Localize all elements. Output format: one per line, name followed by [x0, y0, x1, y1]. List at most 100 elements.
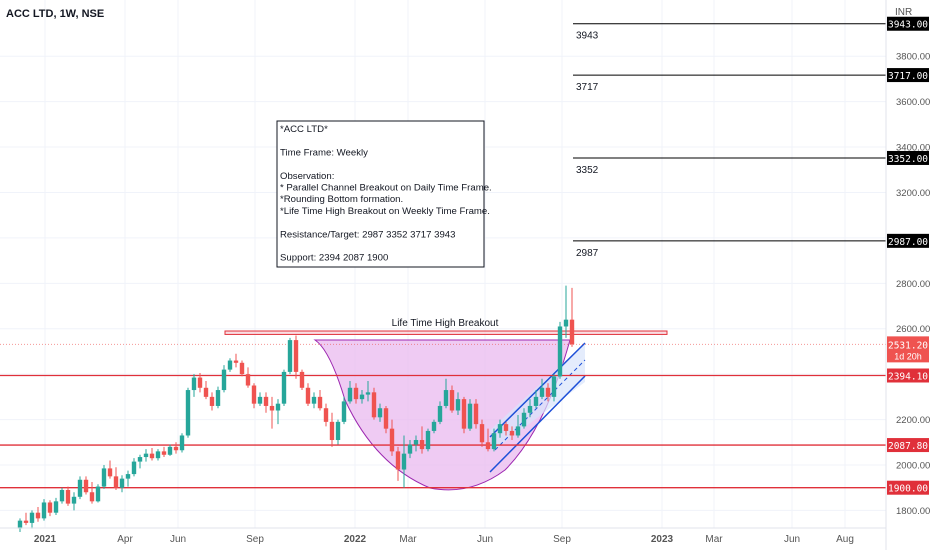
y-tick-label: 2600.00	[896, 324, 930, 335]
channel-lower-line	[489, 375, 586, 473]
x-tick-label: Apr	[117, 534, 133, 545]
candle	[101, 465, 107, 489]
candle	[485, 428, 491, 452]
candle	[233, 353, 239, 368]
y-tick-label: 3600.00	[896, 97, 930, 108]
candle-body	[77, 479, 83, 497]
candle	[569, 287, 575, 347]
candle	[323, 403, 329, 427]
candle-body	[47, 502, 53, 513]
candle-body	[557, 326, 563, 377]
candle-body	[155, 451, 161, 459]
candle-body	[419, 440, 425, 450]
candle-body	[167, 446, 173, 455]
candle-body	[53, 501, 59, 513]
candle	[191, 374, 197, 397]
candle	[197, 373, 203, 393]
candle	[227, 358, 233, 372]
candle-body	[425, 430, 431, 450]
candle	[419, 426, 425, 454]
candle-body	[395, 451, 401, 470]
candle-body	[485, 442, 491, 450]
candle-body	[299, 371, 305, 388]
candle-body	[407, 444, 413, 454]
candle-body	[287, 340, 293, 372]
candle	[83, 476, 89, 495]
candle-body	[35, 512, 41, 519]
candle-body	[71, 496, 77, 504]
target-axis-label: 3717.00	[888, 71, 928, 82]
candle	[509, 426, 515, 441]
candle-body	[311, 396, 317, 404]
candle-body	[353, 387, 359, 400]
candle-body	[449, 390, 455, 411]
candle	[461, 396, 467, 434]
candle-body	[563, 319, 569, 327]
candle-body	[257, 396, 263, 404]
candle	[425, 428, 431, 452]
candle-body	[245, 374, 251, 386]
candle-body	[539, 387, 545, 397]
candle	[341, 396, 347, 425]
candle-body	[59, 489, 65, 502]
candle	[167, 444, 173, 456]
candle	[155, 449, 161, 461]
levels-layer: 2394.10 2087.80 1900.00 2987 2987.00 3352 3352…	[0, 16, 929, 495]
x-tick-label: Mar	[399, 534, 417, 545]
candle	[203, 380, 209, 400]
rounding-bottom-shape	[313, 339, 571, 491]
candle	[311, 392, 317, 409]
candle	[281, 369, 287, 406]
candle-body	[263, 396, 269, 406]
candle-body	[437, 405, 443, 422]
candle	[491, 428, 497, 452]
annotation-box	[276, 120, 485, 268]
candle	[383, 405, 389, 434]
candle-body	[347, 387, 353, 402]
candle	[173, 442, 179, 454]
x-tick-label: Sep	[553, 534, 571, 545]
target-label: 3943	[576, 31, 599, 42]
candle	[365, 380, 371, 402]
candle-body	[275, 403, 281, 411]
candle	[359, 390, 365, 404]
candle	[353, 383, 359, 404]
candle	[521, 408, 527, 429]
candle	[131, 458, 137, 477]
candle-body	[389, 428, 395, 452]
candle	[251, 383, 257, 409]
candle	[77, 476, 83, 500]
candle	[497, 419, 503, 438]
candle	[347, 380, 353, 404]
current-price-tag	[887, 336, 929, 363]
candle-body	[533, 396, 539, 406]
candle-body	[341, 401, 347, 422]
candle-body	[227, 360, 233, 370]
candle	[119, 475, 125, 493]
candle-body	[443, 390, 449, 406]
candle-body	[23, 520, 29, 523]
candle-body	[209, 396, 215, 406]
candle-body	[179, 435, 185, 451]
candle-body	[251, 385, 257, 404]
candle	[29, 510, 35, 529]
candle-body	[317, 396, 323, 409]
support-axis-label: 1900.00	[888, 484, 928, 495]
candle	[557, 321, 563, 379]
candle	[437, 401, 443, 425]
candle	[47, 500, 53, 517]
candle	[449, 385, 455, 413]
target-axis-label: 3943.00	[888, 20, 928, 31]
candle	[467, 399, 473, 431]
candle-body	[467, 403, 473, 429]
candle-body	[509, 430, 515, 436]
candle	[149, 447, 155, 461]
candle	[263, 392, 269, 413]
candle-body	[281, 371, 287, 404]
candle-body	[203, 387, 209, 397]
candle	[275, 399, 281, 425]
x-tick-label: 2022	[344, 534, 367, 545]
target-label: 3352	[576, 165, 599, 176]
